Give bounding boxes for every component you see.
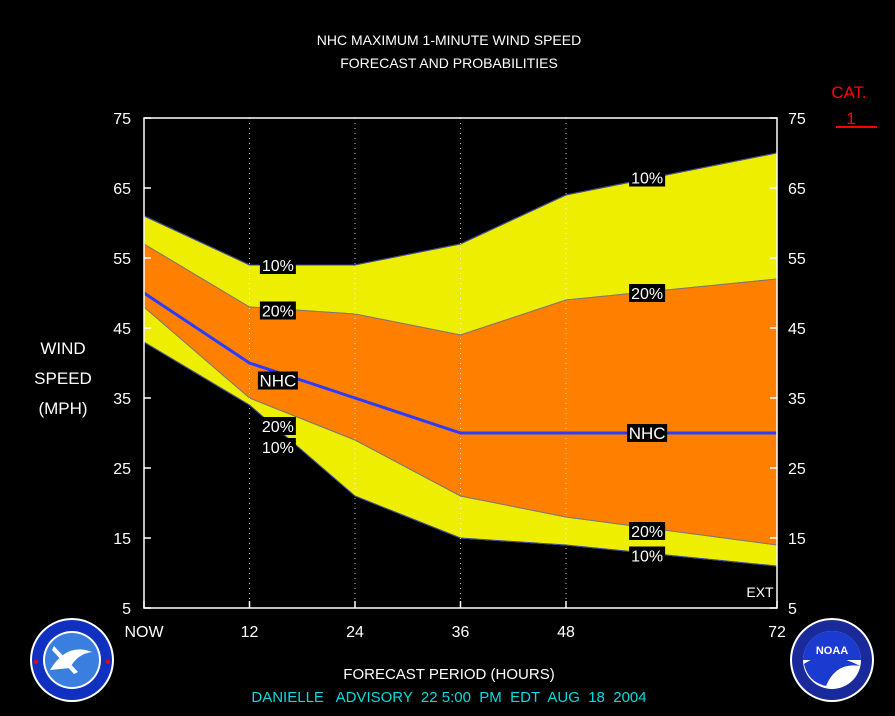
band-label-bg-8 — [629, 522, 666, 540]
band-label-8: 20% — [631, 524, 663, 541]
y-tick-label-right-65: 65 — [788, 181, 806, 198]
band-label-1: 20% — [262, 304, 294, 321]
band-label-5: 10% — [631, 171, 663, 188]
x-tick-label-72: 72 — [768, 624, 786, 641]
y-tick-label-right-25: 25 — [788, 461, 806, 478]
noaa-logo: NOAA — [790, 618, 874, 702]
y-tick-label-left-65: 65 — [113, 181, 131, 198]
chart-subtitle: FORECAST AND PROBABILITIES — [340, 55, 558, 71]
nws-logo — [30, 618, 114, 702]
category-title: CAT. — [831, 83, 867, 102]
category-value: 1 — [846, 109, 855, 128]
y-tick-label-right-15: 15 — [788, 531, 806, 548]
band-label-bg-1 — [259, 301, 296, 320]
band-label-bg-3 — [259, 417, 296, 435]
x-axis-label: FORECAST PERIOD (HOURS) — [343, 666, 554, 683]
x-tick-labels: NOW 12 24 36 48 72 — [124, 624, 786, 641]
band-label-3: 20% — [262, 419, 294, 436]
band-label-bg-4 — [259, 438, 296, 456]
y-tick-label-left-55: 55 — [113, 251, 131, 268]
y-tick-label-left-45: 45 — [113, 321, 131, 338]
y-tick-label-right-45: 45 — [788, 321, 806, 338]
y-tick-labels-left: 5 15 25 35 45 55 65 75 — [113, 111, 131, 618]
band-label-7: NHC — [629, 424, 666, 443]
y-tick-label-right-35: 35 — [788, 391, 806, 408]
y-tick-label-left-25: 25 — [113, 461, 131, 478]
band-label-bg-6 — [629, 284, 666, 302]
band-label-bg-7 — [627, 424, 668, 442]
band-label-9: 10% — [631, 549, 663, 566]
band-labels: 10% 20% NHC 20% 10% 10% 20% NHC 20% 10% — [257, 168, 668, 566]
y-tick-label-left-15: 15 — [113, 531, 131, 548]
x-tick-label-12: 12 — [241, 624, 259, 641]
y-tick-label-right-75: 75 — [788, 111, 806, 128]
y-axis-label-line-3: (MPH) — [38, 399, 87, 418]
ext-label: EXT — [746, 584, 774, 600]
advisory-line: DANIELLE ADVISORY 22 5:00 PM EDT AUG 18 … — [251, 689, 646, 706]
band-label-bg-0 — [259, 256, 296, 274]
nhc-forecast-line — [143, 291, 777, 435]
y-tick-label-right-5: 5 — [788, 601, 797, 618]
chart-title: NHC MAXIMUM 1-MINUTE WIND SPEED — [317, 32, 581, 48]
y-axis-label-line-1: WIND — [40, 339, 85, 358]
y-axis-label-line-2: SPEED — [34, 369, 92, 388]
x-tick-label-48: 48 — [557, 624, 575, 641]
band-label-bg-9 — [629, 546, 666, 565]
y-tick-label-left-35: 35 — [113, 391, 131, 408]
y-tick-label-left-5: 5 — [122, 601, 131, 618]
band-label-4: 10% — [262, 440, 294, 457]
band-label-6: 20% — [631, 286, 663, 303]
svg-text:NOAA: NOAA — [816, 645, 848, 657]
tick-marks — [143, 117, 778, 609]
band-label-0: 10% — [262, 258, 294, 275]
x-tick-label-NOW: NOW — [124, 624, 164, 641]
x-tick-label-24: 24 — [346, 624, 364, 641]
x-tick-label-36: 36 — [452, 624, 470, 641]
band-edge-upper-20 — [143, 243, 778, 336]
band-label-2: NHC — [259, 372, 296, 391]
y-tick-label-left-75: 75 — [113, 111, 131, 128]
band-label-bg-5 — [629, 168, 666, 187]
y-tick-label-right-55: 55 — [788, 251, 806, 268]
band-label-bg-2 — [257, 371, 298, 390]
y-tick-labels-right: 5 15 25 35 45 55 65 75 — [788, 111, 806, 618]
